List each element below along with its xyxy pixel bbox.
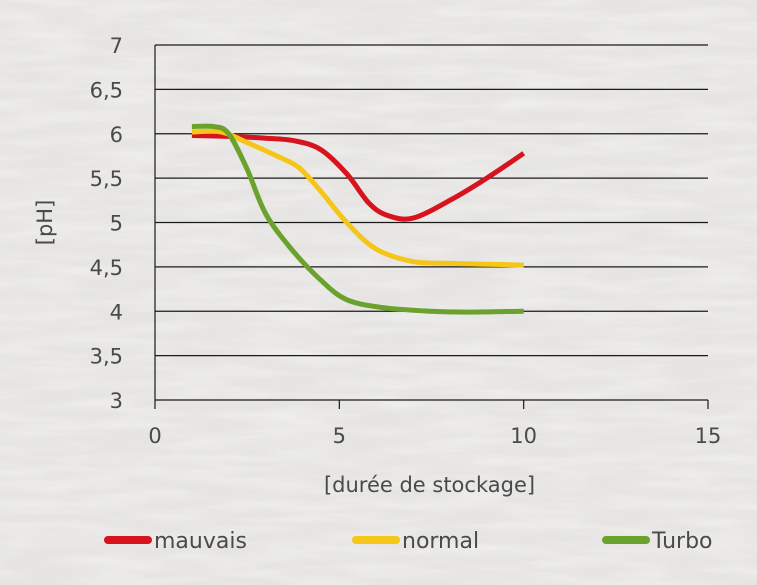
legend-label: Turbo <box>651 529 713 554</box>
x-tick-label: 10 <box>510 424 537 448</box>
legend-item-normal: normal <box>352 529 479 554</box>
legend: mauvais normal Turbo <box>104 529 713 554</box>
series <box>191 123 526 315</box>
x-axis-title: [durée de stockage] <box>324 473 535 497</box>
grid <box>155 44 708 357</box>
y-tick-label: 4,5 <box>90 256 123 280</box>
y-tick-label: 6,5 <box>90 78 123 102</box>
y-tick-label: 5 <box>110 212 123 236</box>
y-axis-title: [pH] <box>33 200 57 246</box>
y-tick-label: 4 <box>110 300 123 324</box>
y-tick-label: 3,5 <box>90 345 123 369</box>
series-line-turbo <box>191 123 524 315</box>
legend-label: mauvais <box>154 529 247 554</box>
x-tick-label: 5 <box>333 424 346 448</box>
y-tick-label: 6 <box>110 123 123 147</box>
legend-item-mauvais: mauvais <box>104 529 247 554</box>
series-line-mauvais <box>191 133 526 222</box>
tick-labels: 0 5 10 15 3 3,5 4 4,5 5 5,5 6 6,5 7 <box>90 34 722 448</box>
x-tick-label: 15 <box>695 424 722 448</box>
y-tick-label: 3 <box>110 389 123 413</box>
legend-item-turbo: Turbo <box>602 529 713 554</box>
axes <box>154 45 709 409</box>
y-tick-label: 5,5 <box>90 167 123 191</box>
series-line-normal <box>191 128 524 268</box>
legend-label: normal <box>402 529 479 554</box>
y-tick-label: 7 <box>110 34 123 58</box>
x-tick-label: 0 <box>148 424 161 448</box>
